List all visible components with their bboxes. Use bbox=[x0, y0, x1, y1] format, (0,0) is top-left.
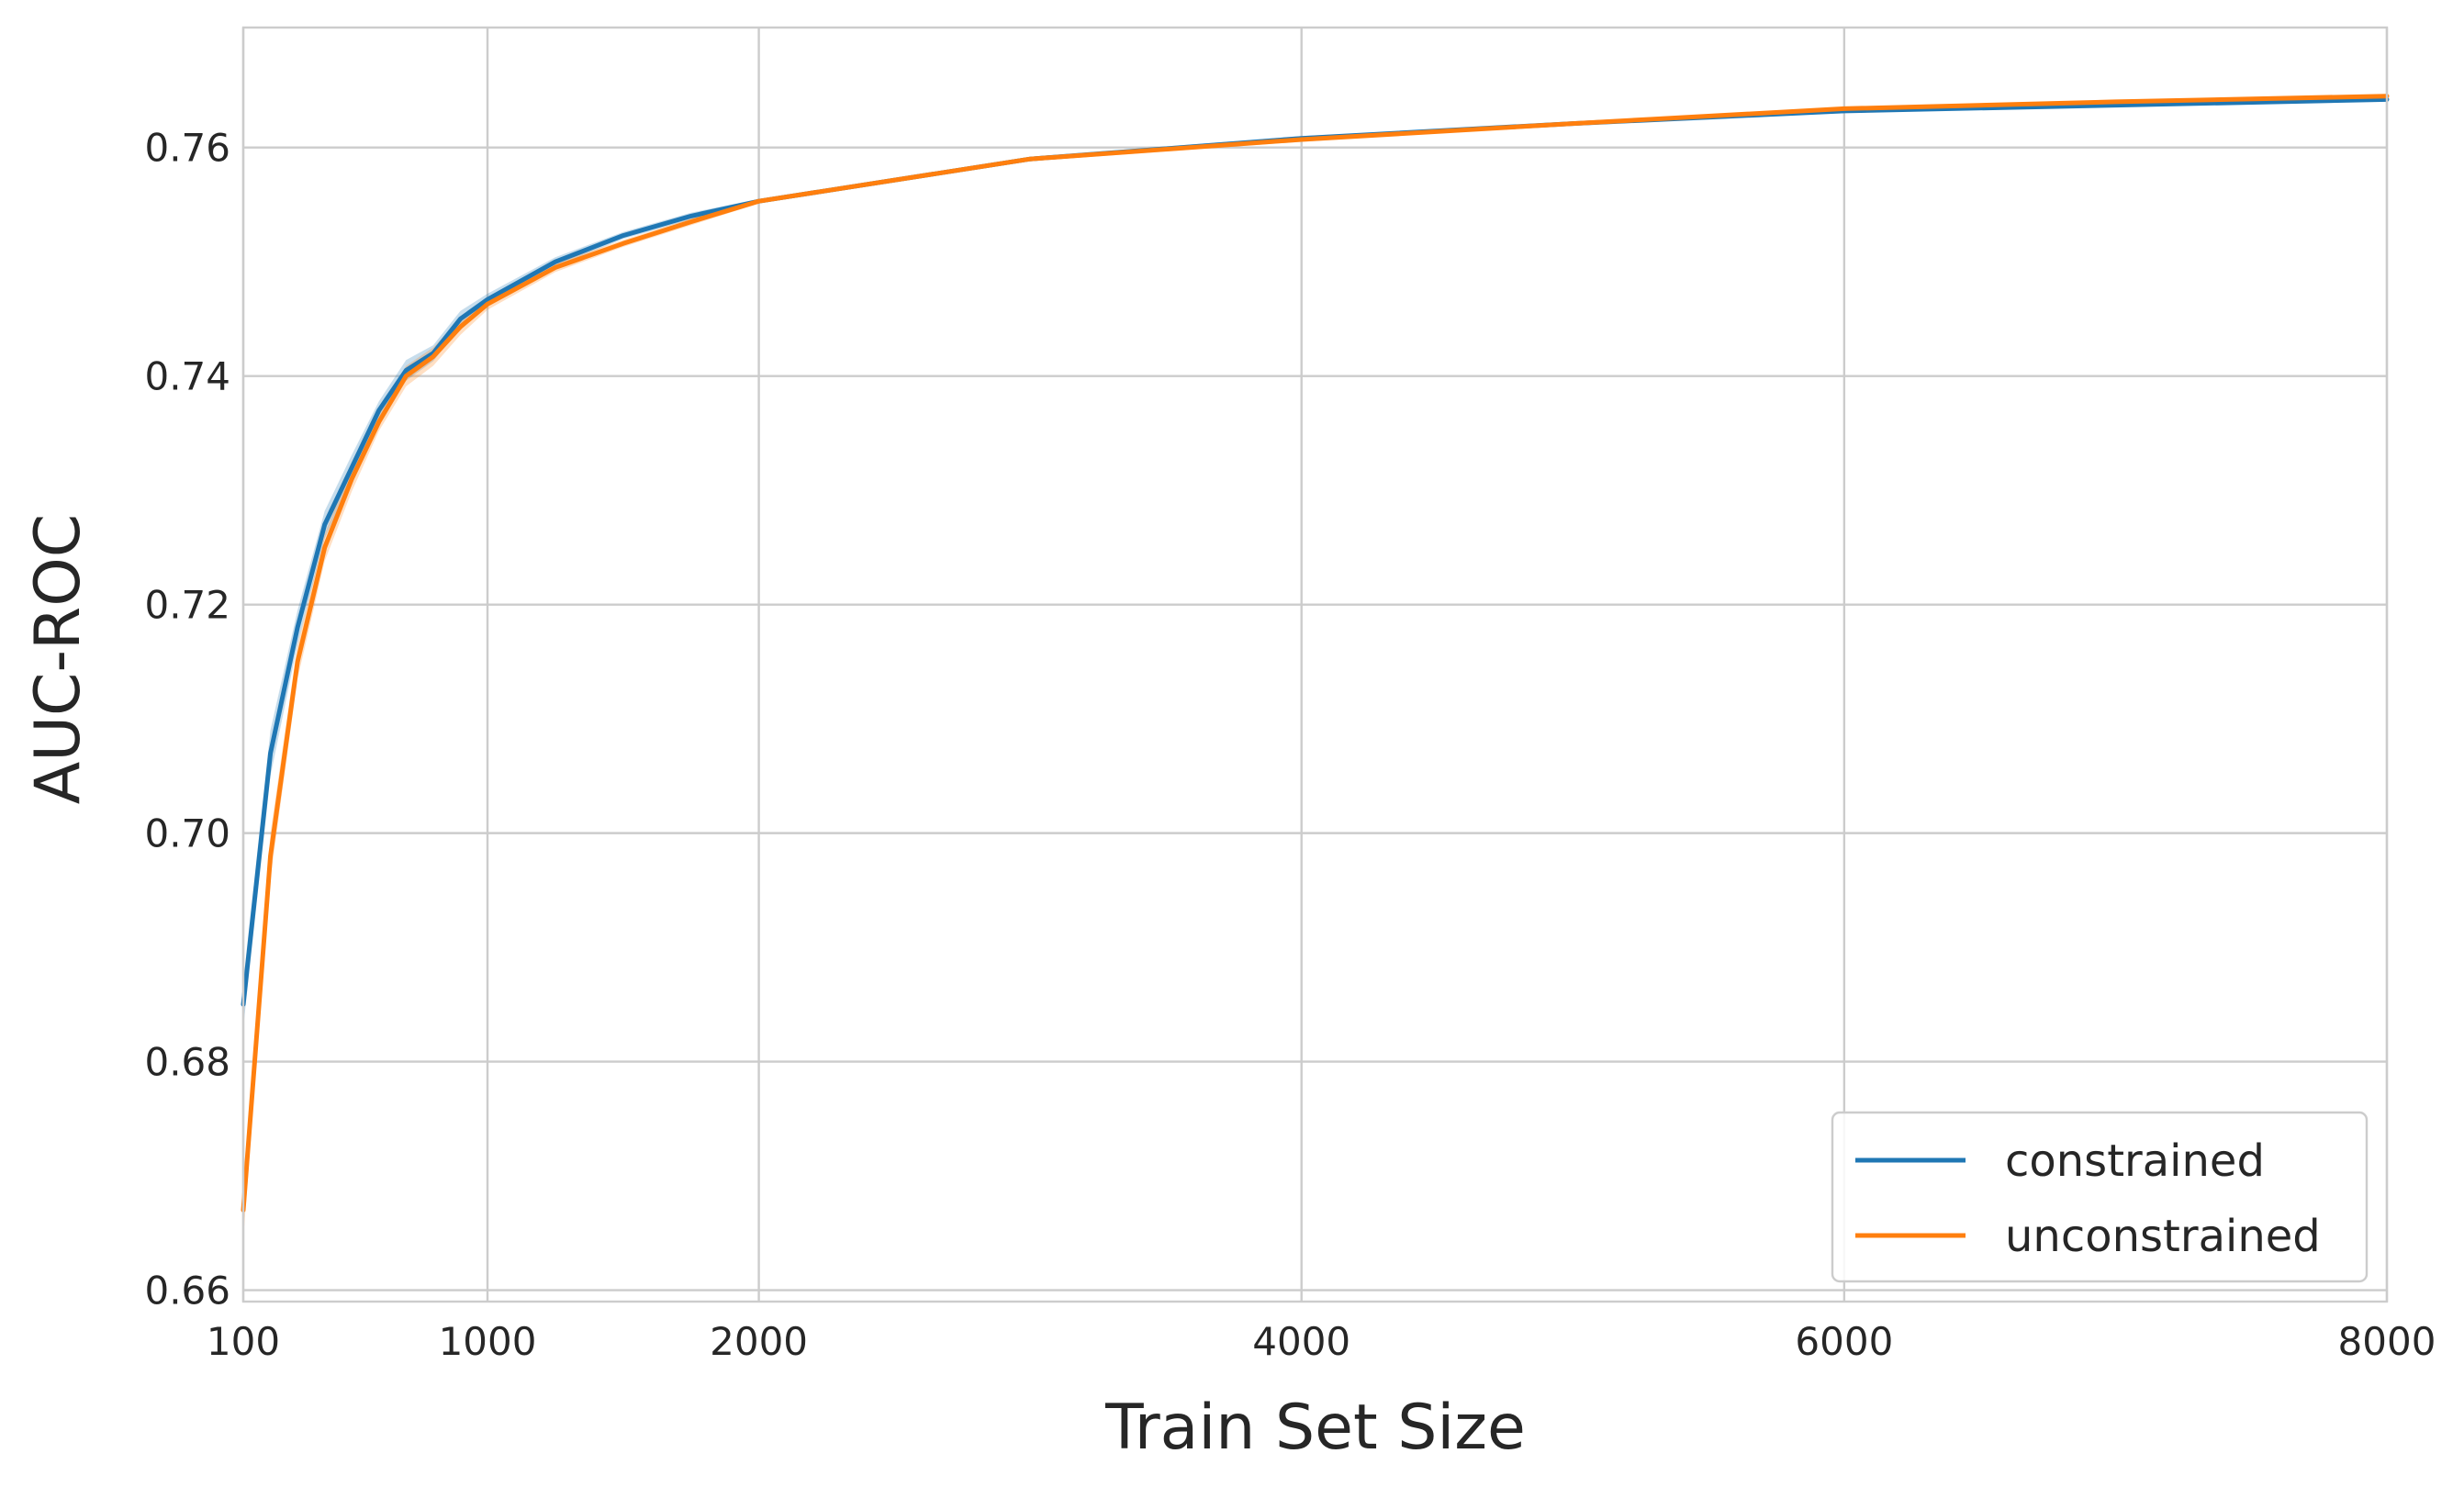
series-lines bbox=[241, 94, 2390, 1213]
grid-lines bbox=[241, 28, 2389, 1302]
y-axis-label: AUC-ROC bbox=[22, 514, 95, 805]
x-tick-label: 1000 bbox=[439, 1319, 537, 1364]
legend-box bbox=[1831, 1111, 2369, 1283]
x-tick-label: 4000 bbox=[1252, 1319, 1350, 1364]
x-axis-label: Train Set Size bbox=[1104, 1392, 1526, 1464]
y-tick-labels: 0.66 0.68 0.70 0.72 0.74 0.76 bbox=[144, 126, 230, 1314]
y-tick-label: 0.76 bbox=[144, 126, 230, 171]
y-tick-label: 0.68 bbox=[144, 1040, 230, 1085]
y-tick-label: 0.66 bbox=[144, 1269, 230, 1314]
x-tick-label: 100 bbox=[207, 1319, 280, 1364]
legend-label: constrained bbox=[2005, 1135, 2265, 1187]
x-tick-label: 6000 bbox=[1795, 1319, 1893, 1364]
line-unconstrained bbox=[241, 94, 2390, 1213]
legend-label: unconstrained bbox=[2005, 1211, 2321, 1262]
x-tick-labels: 100 1000 2000 4000 6000 8000 bbox=[207, 1319, 2436, 1364]
y-tick-label: 0.72 bbox=[144, 583, 230, 628]
x-tick-label: 8000 bbox=[2338, 1319, 2436, 1364]
x-tick-label: 2000 bbox=[710, 1319, 808, 1364]
plot-frame bbox=[241, 26, 2389, 1303]
y-tick-label: 0.74 bbox=[144, 354, 230, 399]
legend: constrained unconstrained bbox=[1831, 1111, 2369, 1283]
y-tick-label: 0.70 bbox=[144, 811, 230, 856]
